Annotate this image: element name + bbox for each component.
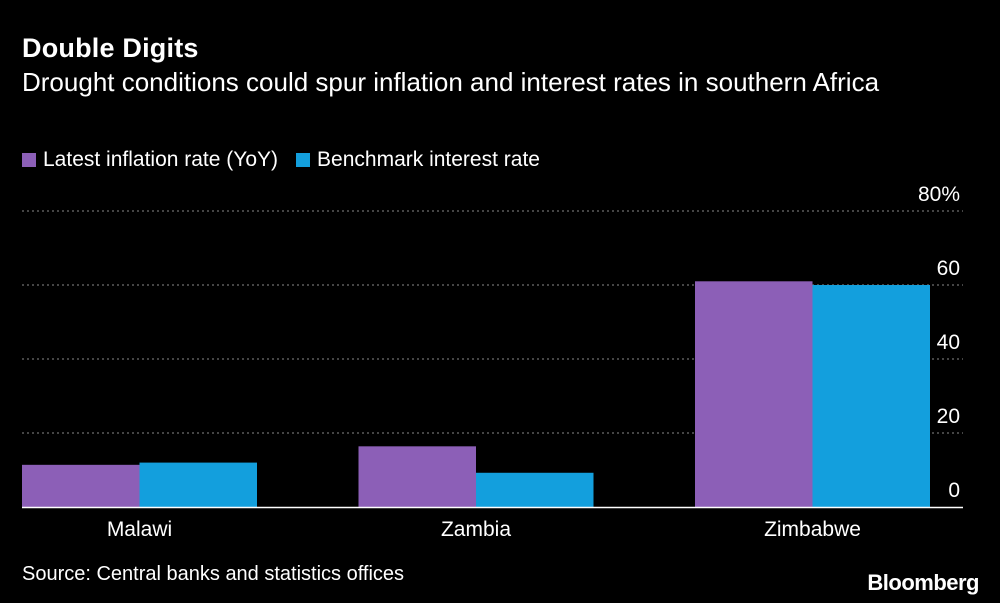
legend-label-inflation: Latest inflation rate (YoY) xyxy=(43,148,279,171)
bar-zimbabwe-interest xyxy=(812,285,930,507)
bloomberg-logo: Bloomberg xyxy=(867,570,979,595)
y-tick-label-0: 0 xyxy=(948,479,960,502)
legend-item-inflation: Latest inflation rate (YoY) xyxy=(22,148,278,172)
legend-swatch-interest xyxy=(296,153,311,167)
bar-malawi-inflation xyxy=(22,464,140,507)
legend-label-interest: Benchmark interest rate xyxy=(317,148,540,171)
legend: Latest inflation rate (YoY) Benchmark in… xyxy=(22,148,558,172)
y-tick-label-80: 80% xyxy=(918,183,960,206)
x-category-label-malawi: Malawi xyxy=(107,518,172,541)
bar-zimbabwe-inflation xyxy=(695,281,813,507)
y-tick-label-60: 60 xyxy=(937,257,960,280)
legend-swatch-inflation xyxy=(22,153,36,167)
chart-subtitle: Drought conditions could spur inflation … xyxy=(22,67,880,97)
bar-zambia-interest xyxy=(476,472,594,507)
y-tick-label-40: 40 xyxy=(937,331,960,354)
bar-malawi-interest xyxy=(139,462,257,507)
axis-layer: 0 20 40 60 80% Malawi Zambia Zimbabwe xyxy=(22,183,963,541)
bar-zambia-inflation xyxy=(358,446,476,507)
y-tick-label-20: 20 xyxy=(937,405,960,428)
chart-title: Double Digits xyxy=(22,33,199,63)
source-note: Source: Central banks and statistics off… xyxy=(22,563,405,585)
x-category-label-zambia: Zambia xyxy=(441,518,511,541)
x-category-label-zimbabwe: Zimbabwe xyxy=(764,518,861,541)
grid-layer xyxy=(22,210,963,434)
bar-layer xyxy=(22,281,930,507)
legend-item-interest: Benchmark interest rate xyxy=(296,148,540,172)
